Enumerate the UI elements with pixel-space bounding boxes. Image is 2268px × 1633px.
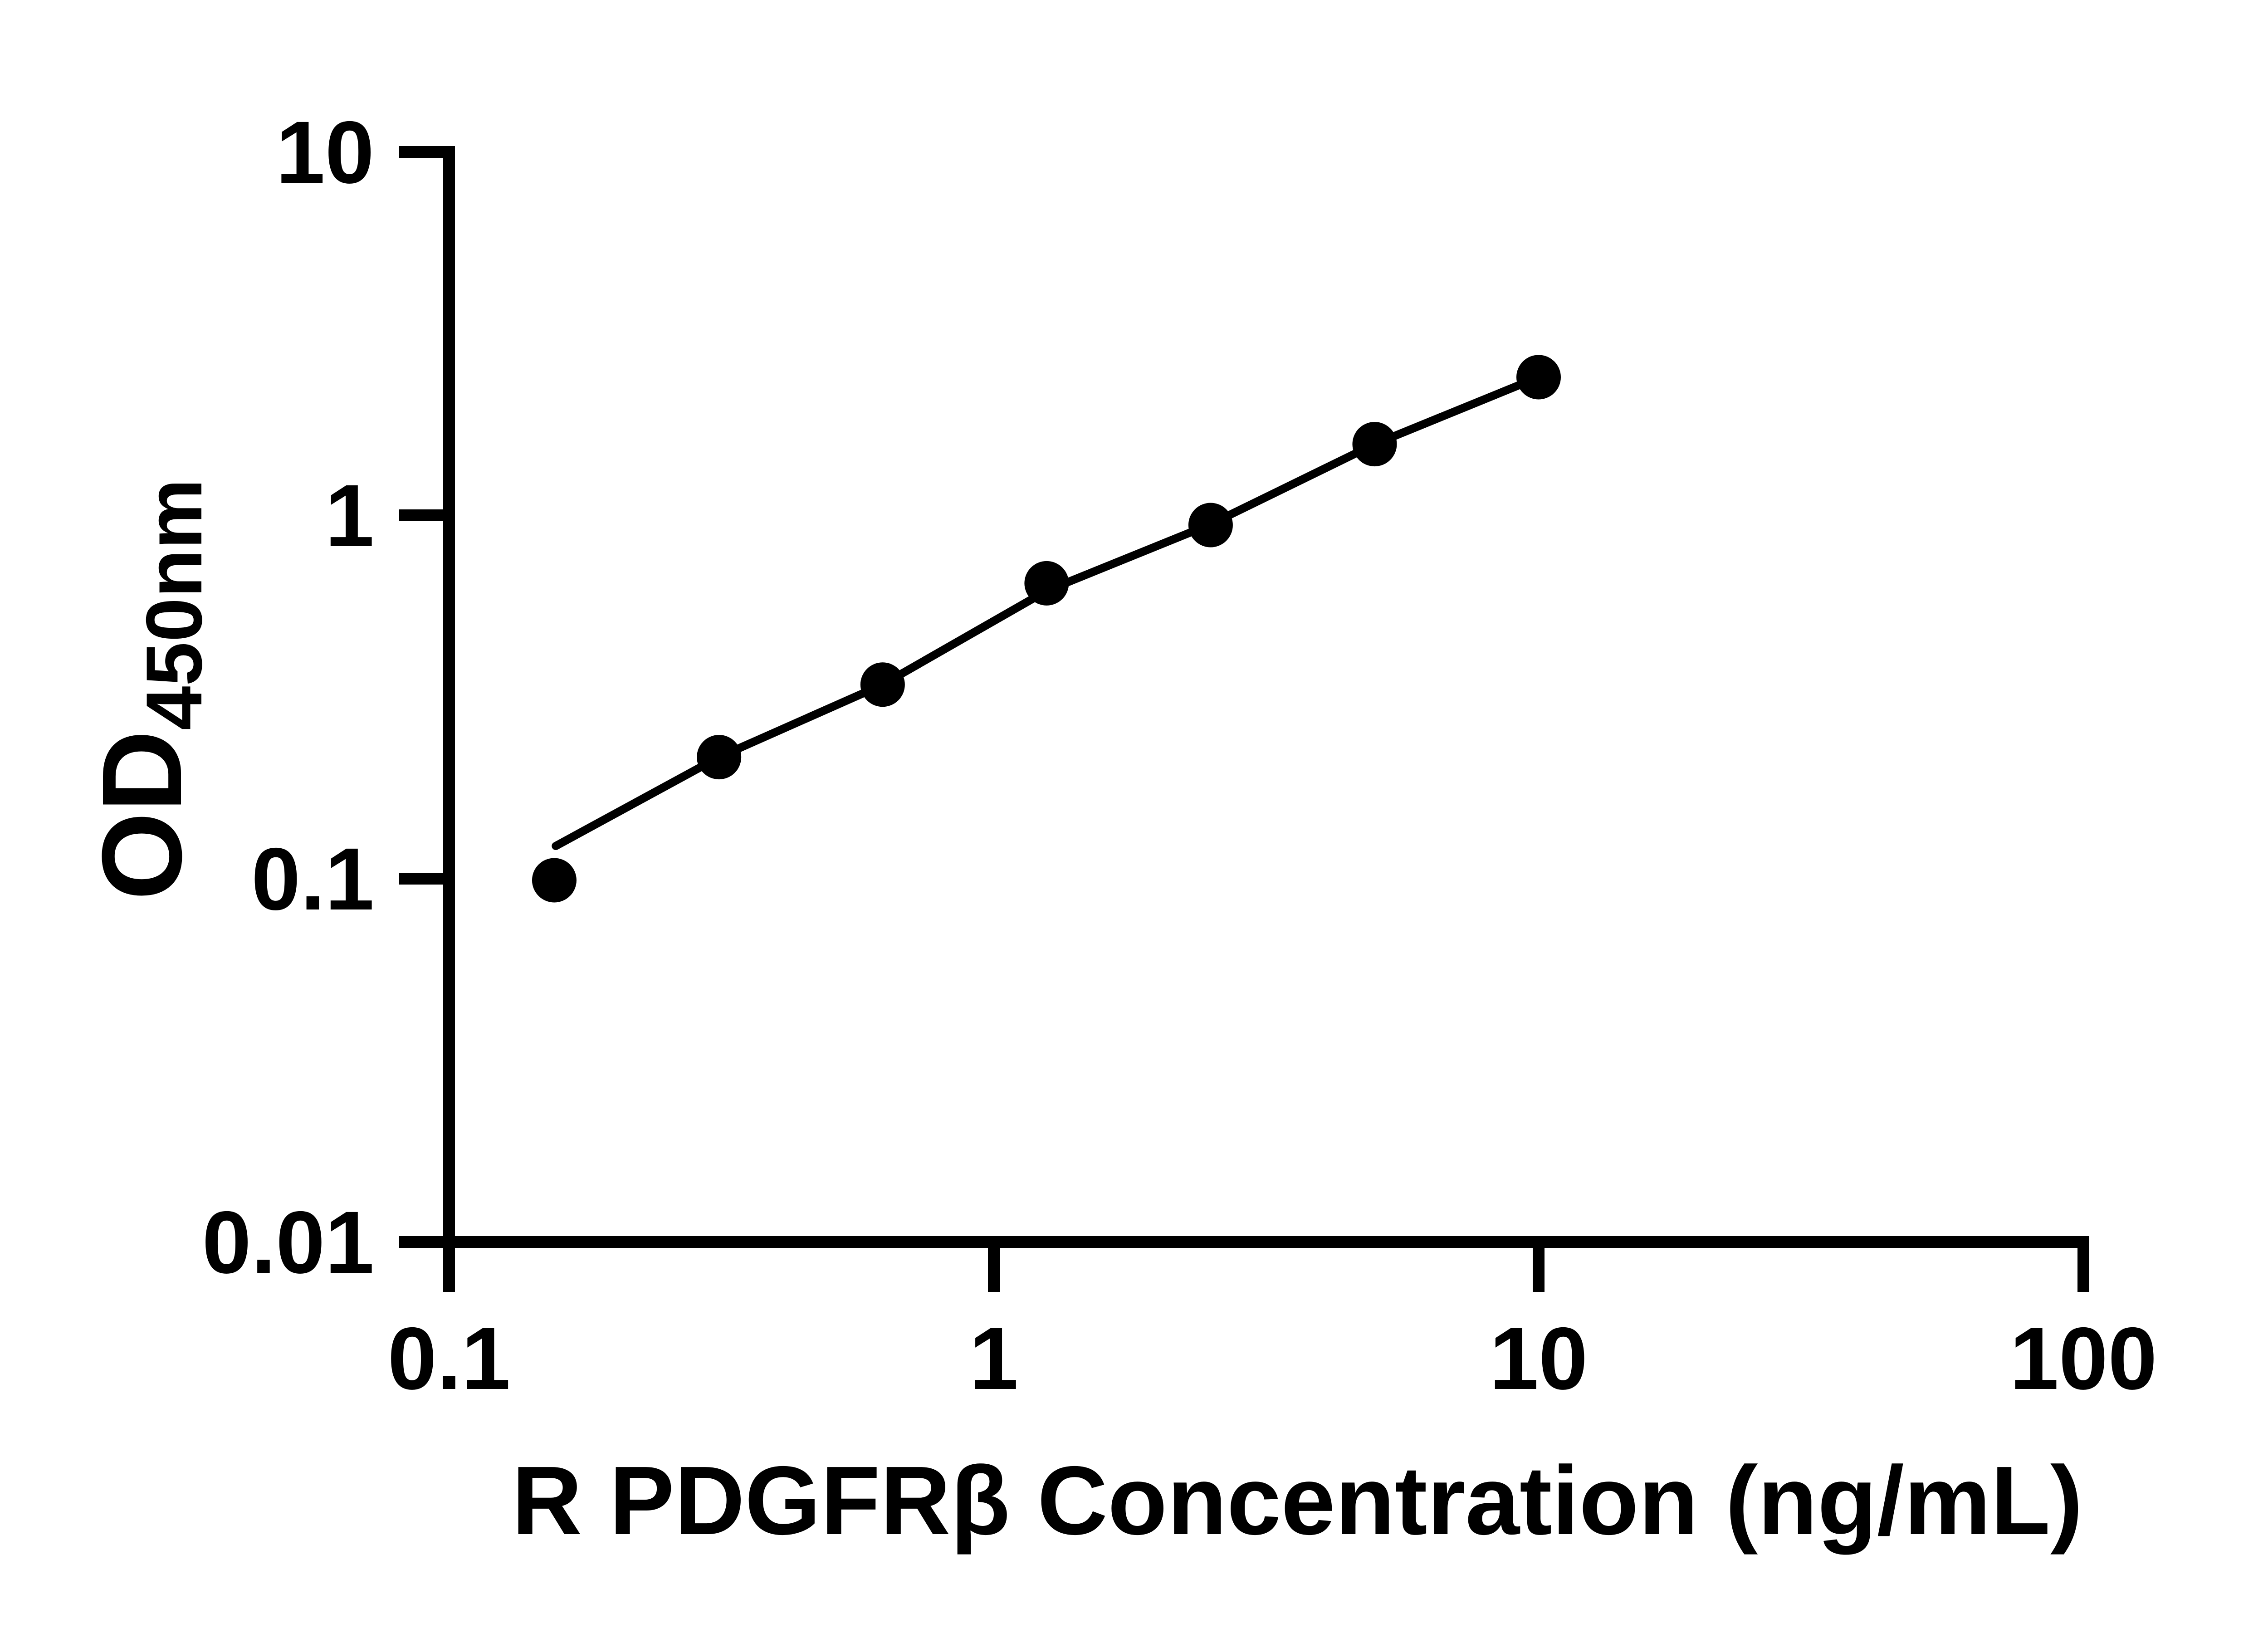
y-axis-title-subscript: 450nm (130, 479, 219, 730)
data-point-0.625 (860, 662, 905, 707)
data-point-5 (1352, 422, 1397, 467)
data-point-2.5 (1188, 503, 1233, 548)
y-tick-label-1: 1 (325, 466, 374, 565)
data-point-0.313 (697, 735, 742, 780)
x-axis-title: R PDGFRβ Concentration (ng/mL) (512, 1446, 2083, 1555)
y-tick-label-0.1: 0.1 (251, 830, 374, 929)
x-tick-label-1: 1 (969, 1309, 1018, 1408)
data-point-10 (1516, 355, 1561, 400)
data-point-1.25 (1024, 561, 1069, 606)
y-tick-label-10: 10 (276, 103, 374, 202)
y-axis-title: OD450nm (78, 479, 219, 900)
y-tick-label-0.01: 0.01 (202, 1193, 374, 1292)
x-tick-label-100: 100 (2009, 1309, 2157, 1408)
data-point-0.156 (532, 858, 577, 903)
x-tick-label-10: 10 (1490, 1309, 1588, 1408)
x-tick-label-0.1: 0.1 (387, 1309, 510, 1408)
y-axis-title-main: OD (78, 730, 205, 900)
